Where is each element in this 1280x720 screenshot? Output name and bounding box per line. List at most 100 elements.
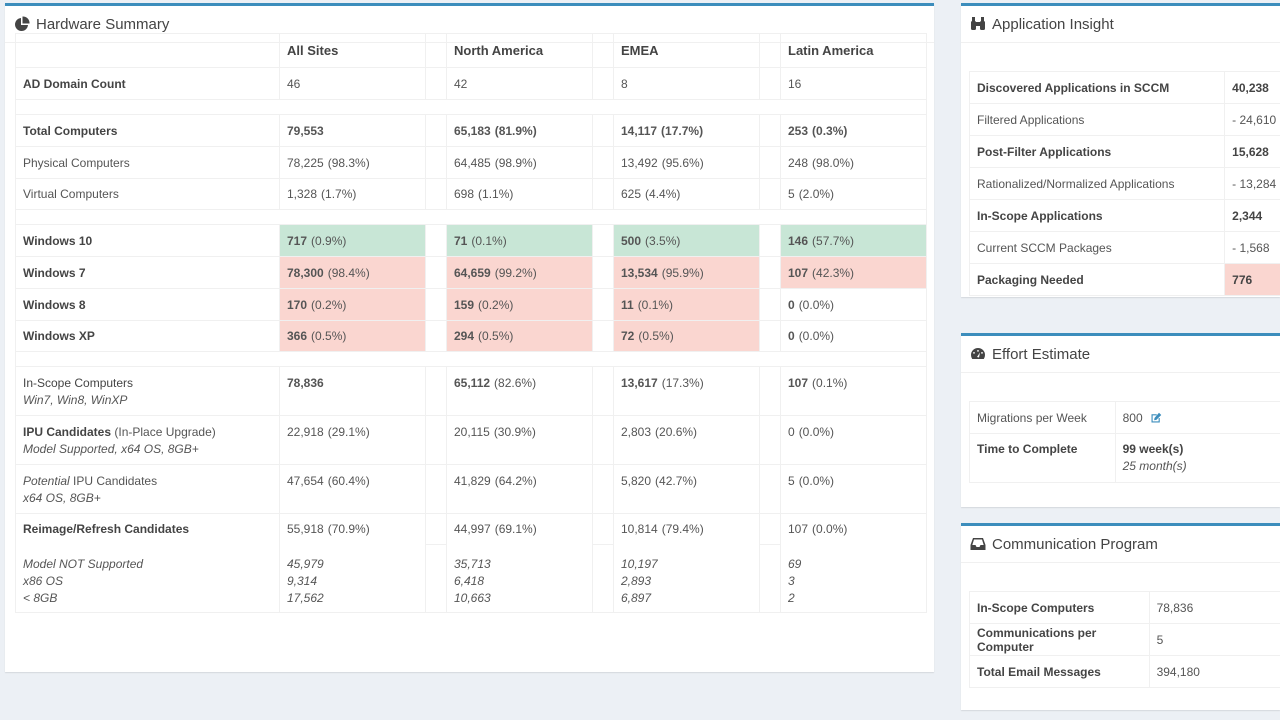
cell-percent: (0.1%) [812, 376, 848, 390]
application-insight-title: Application Insight [992, 15, 1114, 33]
table-row: IPU Candidates (In-Place Upgrade) Model … [15, 415, 927, 465]
table-row: Time to Complete 99 week(s) 25 month(s) [969, 433, 1280, 483]
cell-percent: (0.0%) [798, 329, 835, 343]
table-row: Communications per Computer 5 [969, 623, 1280, 656]
cell-percent: (1.7%) [321, 187, 357, 201]
cell-value: 294 [454, 329, 475, 343]
migrations-value: 800 [1122, 410, 1143, 425]
cell-value: 13,492 [621, 155, 658, 170]
cell-percent: (98.9%) [494, 155, 537, 170]
time-weeks: 99 week(s) [1122, 442, 1184, 456]
breakdown-value: 10,197 [621, 556, 658, 571]
breakdown-value: 45,979 [287, 556, 324, 571]
cell-value: 625 [621, 187, 642, 201]
cell-percent: (95.9%) [661, 265, 704, 280]
cell-percent: (0.0%) [812, 522, 848, 537]
cell-value: 5 [788, 187, 795, 201]
table-row: Virtual Computers 1,328 (1.7%) 698 (1.1%) … [15, 178, 927, 210]
communication-program-title: Communication Program [992, 535, 1158, 553]
cell-percent: (20.6%) [655, 425, 698, 439]
cell-value: 13,617 [621, 376, 658, 390]
row-value: - 24,610 [1224, 103, 1280, 136]
cell-percent: (82.6%) [494, 376, 537, 390]
cell-value: 64,485 [454, 155, 491, 170]
table-header-row: All Sites North America EMEA Latin Ameri… [15, 33, 927, 68]
table-row: Current SCCM Packages - 1,568 [968, 231, 1280, 264]
cell-percent: (79.4%) [661, 522, 704, 537]
hardware-summary-title: Hardware Summary [36, 15, 170, 33]
table-row: Rationalized/Normalized Applications - 13… [968, 167, 1280, 200]
cell-value: 366 [287, 329, 308, 343]
cell-value: 500 [621, 233, 642, 248]
breakdown-value: 9,314 [287, 573, 318, 588]
inbox-icon [970, 536, 986, 552]
cell-value: 159 [454, 297, 475, 312]
cell-percent: (70.9%) [327, 522, 370, 537]
row-label: Discovered Applications in SCCM [968, 71, 1226, 104]
cell-value: 698 [454, 187, 475, 201]
row-value: 40,238 [1224, 71, 1280, 104]
row-value: 394,180 [1148, 655, 1280, 688]
breakdown-value: 17,562 [287, 590, 324, 605]
cell-value: 0 [788, 297, 795, 312]
cell-value: 107 [788, 522, 809, 537]
effort-estimate-header: Effort Estimate [961, 336, 1280, 373]
row-sublabel: x64 OS, 8GB+ [23, 491, 101, 505]
cell-value: 107 [788, 376, 809, 390]
table-row: Windows 10 717 (0.9%) 71 (0.1%) 500 (3.5%) … [15, 224, 927, 257]
column-header: Latin America [780, 33, 927, 68]
cell-percent: (0.3%) [812, 123, 848, 138]
hardware-table: All Sites North America EMEA Latin Ameri… [15, 33, 927, 613]
row-label: IPU Candidates [23, 425, 112, 439]
table-row: AD Domain Count 46 42 8 16 [15, 67, 927, 100]
application-insight-table: Discovered Applications in SCCM 40,238 Fi… [968, 71, 1280, 296]
table-row: Total Email Messages 394,180 [969, 655, 1280, 688]
cell-percent: (17.3%) [661, 376, 704, 390]
row-label: In-Scope Applications [968, 199, 1226, 232]
breakdown-value: 3 [788, 573, 795, 588]
cell-value: 14,117 [621, 123, 658, 138]
row-value: 78,836 [1148, 591, 1280, 624]
row-value: 15,628 [1232, 144, 1269, 159]
row-value: 776 [1224, 263, 1280, 296]
row-label: IPU Candidates [73, 474, 158, 488]
table-row: Reimage/Refresh Candidates 55,918 (70.9%)… [15, 513, 927, 545]
cell-value: 79,553 [287, 123, 324, 138]
cell-value: 46 [279, 67, 426, 100]
cell-value: 16 [780, 67, 927, 100]
breakdown-value: 35,713 [454, 556, 491, 571]
cell-percent: (60.4%) [327, 474, 370, 488]
cell-percent: (81.9%) [494, 123, 537, 138]
table-row: Potential IPU Candidates x64 OS, 8GB+ 47… [15, 464, 927, 514]
column-header: All Sites [279, 33, 426, 68]
row-label: Reimage/Refresh Candidates [15, 513, 280, 545]
column-header: North America [446, 33, 593, 68]
effort-estimate-title: Effort Estimate [992, 345, 1091, 363]
edit-icon[interactable] [1150, 412, 1162, 424]
row-label: Total Email Messages [969, 655, 1150, 688]
row-value: 5 [1148, 623, 1280, 656]
cell-value: 0 [788, 329, 795, 343]
cell-value: 42 [446, 67, 593, 100]
cell-percent: (29.1%) [327, 425, 370, 439]
cell-percent: (0.0%) [798, 474, 835, 488]
cell-percent: (0.2%) [311, 297, 347, 312]
table-row: Post-Filter Applications 15,628 [968, 135, 1280, 168]
row-label-italic: Potential [23, 474, 70, 488]
row-label: Communications per Computer [969, 623, 1150, 656]
cell-value: 5,820 [621, 474, 652, 488]
application-insight-header: Application Insight [961, 6, 1280, 43]
table-row: Packaging Needed 776 [968, 263, 1280, 296]
cell-percent: (42.7%) [655, 474, 698, 488]
cell-value: 13,534 [621, 265, 658, 280]
cell-value: 22,918 [287, 425, 324, 439]
cell-percent: (64.2%) [494, 474, 537, 488]
row-label: Physical Computers [15, 146, 280, 179]
communication-program-table: In-Scope Computers 78,836 Communications … [969, 591, 1280, 688]
cell-percent: (69.1%) [494, 522, 537, 537]
time-months: 25 month(s) [1122, 459, 1187, 473]
breakdown-value: 6,897 [621, 590, 652, 605]
breakdown-label: x86 OS [23, 573, 64, 588]
communication-program-box: Communication Program In-Scope Computers… [961, 523, 1280, 710]
table-row: Windows 8 170 (0.2%) 159 (0.2%) 11 (0.1%) 0… [15, 288, 927, 321]
